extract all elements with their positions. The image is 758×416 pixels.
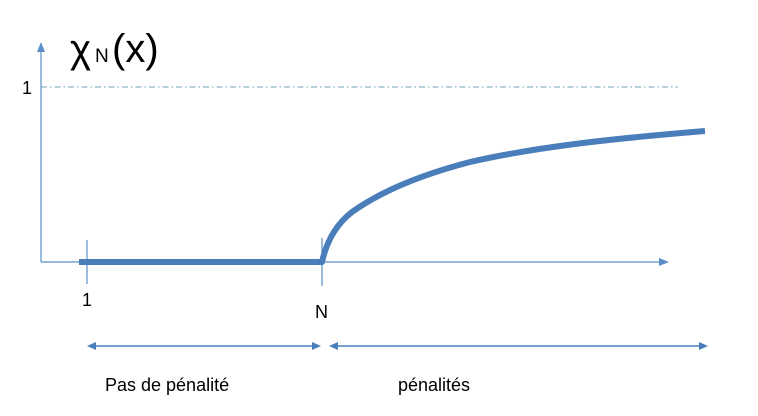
range-right-arrow-icon <box>312 342 321 350</box>
range-label-penalty: pénalités <box>398 375 470 395</box>
chart-title: χ N (x) <box>70 27 159 71</box>
x-tick-label-1: 1 <box>82 290 92 310</box>
range-right-arrow-icon <box>699 342 708 350</box>
y-axis-arrow-icon <box>37 42 45 52</box>
x-axis-arrow-icon <box>659 258 669 266</box>
range-left-arrow-icon <box>87 342 96 350</box>
range-no-penalty <box>87 342 321 350</box>
y-tick-label: 1 <box>22 78 32 98</box>
x-tick-label-n: N <box>315 302 328 322</box>
range-label-no-penalty: Pas de pénalité <box>105 375 229 395</box>
title-argument: (x) <box>112 27 159 71</box>
range-left-arrow-icon <box>329 342 338 350</box>
series-line <box>79 128 706 265</box>
range-penalty <box>329 342 708 350</box>
title-symbol: χ <box>70 27 91 71</box>
title-subscript: N <box>95 46 109 67</box>
